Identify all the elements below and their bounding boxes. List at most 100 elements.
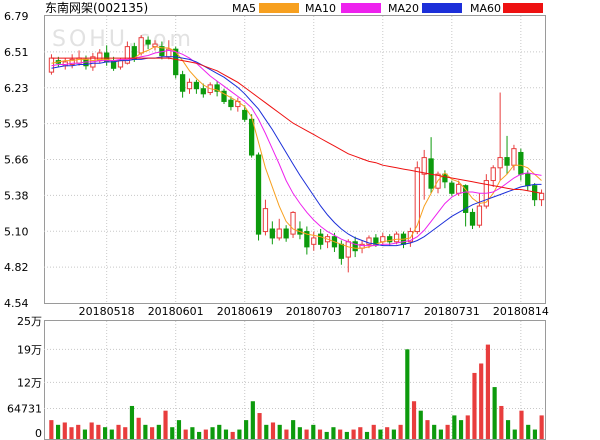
volume-bar [324, 431, 329, 439]
volume-bar [445, 424, 450, 439]
series-line-ma60 [51, 57, 542, 194]
candle-down [145, 39, 151, 45]
volume-bar [526, 424, 531, 439]
legend-label-ma20: MA20 [388, 2, 419, 15]
volume-bar [270, 422, 276, 439]
legend-label-ma60: MA60 [470, 2, 501, 15]
volume-bar [49, 420, 54, 439]
price-y-tick-label: 5.95 [4, 118, 29, 131]
gridlines [44, 16, 545, 439]
volume-bar [532, 429, 538, 439]
candle-down [173, 48, 179, 76]
price-y-tick-label: 6.79 [4, 10, 29, 23]
volume-bar [291, 420, 296, 439]
candle-up [476, 205, 483, 226]
volume-bar [156, 424, 161, 439]
candle-up [380, 236, 386, 243]
volume-bar [539, 415, 544, 439]
price-y-tick-label: 5.10 [4, 225, 29, 238]
volume-y-tick-label: 25万 [17, 315, 42, 328]
candle-down [228, 99, 234, 108]
volume-bar [237, 429, 242, 439]
volume-bar [82, 429, 88, 439]
volume-bar [398, 424, 403, 439]
candle-up [366, 237, 372, 245]
candle-up [69, 58, 75, 65]
volume-bar [277, 424, 282, 439]
candle-up [456, 183, 462, 194]
volume-bar [284, 429, 289, 439]
candle-up [124, 46, 131, 64]
volume-bar [304, 429, 309, 439]
x-tick-label: 20180717 [355, 305, 411, 318]
candle-up [497, 157, 503, 169]
volume-bar [485, 344, 490, 439]
candle-up [511, 148, 517, 166]
candle-down [469, 211, 476, 226]
volume-bar [364, 431, 370, 439]
volume-bar [116, 424, 121, 439]
candle-up [290, 211, 296, 235]
volume-bar [297, 427, 302, 439]
volume-bar [264, 424, 269, 439]
volume-bar [391, 429, 396, 439]
candle-down [214, 84, 220, 92]
candle-down [449, 182, 455, 194]
candle-down [221, 90, 227, 102]
volume-bar [96, 424, 101, 439]
volume-bar [358, 427, 363, 439]
volume-y-tick-label: 64731 [7, 402, 42, 415]
volume-bar [378, 429, 383, 439]
series-line-ma5 [51, 46, 542, 249]
candle-up [490, 167, 496, 182]
volume-bar [62, 422, 67, 439]
volume-bar [331, 427, 336, 439]
candle-up [393, 233, 400, 243]
volume-y-tick-label: 19万 [17, 343, 42, 356]
watermark: SOHU.com [52, 27, 194, 52]
volume-bar [257, 413, 262, 439]
volume-bar [499, 405, 504, 439]
volume-bar [136, 417, 141, 439]
candle-down [442, 173, 448, 183]
volume-bar [170, 427, 175, 439]
candle-down [338, 243, 345, 259]
candlesticks [48, 35, 545, 273]
volume-bar [505, 420, 511, 439]
x-axis: 20180518 20180601 20180619 20180703 20180717… [79, 305, 549, 318]
volume-bar [317, 429, 323, 439]
volume-y-tick-label: 0 [35, 427, 42, 440]
volume-bar [190, 427, 195, 439]
volume-bar [197, 431, 202, 439]
candle-up [117, 60, 124, 68]
volume-bar [103, 427, 108, 439]
volume-bar [250, 401, 255, 439]
candle-down [200, 88, 206, 95]
series-line-ma20 [51, 56, 542, 247]
volume-bar [479, 363, 484, 439]
price-y-tick-label: 6.23 [4, 82, 29, 95]
volume-bar [183, 429, 188, 439]
price-y-tick-label: 4.82 [4, 261, 29, 274]
volume-bar [76, 424, 81, 439]
candle-down [518, 151, 524, 175]
candle-down [193, 81, 200, 90]
volume-bar [163, 410, 168, 439]
candle-down [318, 233, 324, 245]
candle-down [525, 173, 531, 187]
volume-bar [452, 415, 457, 439]
candle-up [262, 208, 269, 233]
volume-bar [338, 429, 343, 439]
volume-bar [143, 424, 148, 439]
volume-bar [411, 401, 417, 439]
candle-down [255, 154, 262, 235]
volume-bar [492, 387, 497, 439]
candle-down [269, 228, 275, 239]
candle-up [186, 81, 193, 90]
price-y-tick-label: 5.66 [4, 154, 29, 167]
volume-bar [472, 372, 477, 439]
volume-y-axis: 25万 19万 12万 64731 0 [7, 315, 42, 440]
legend-label-ma10: MA10 [305, 2, 336, 15]
x-tick-label: 20180703 [286, 305, 342, 318]
